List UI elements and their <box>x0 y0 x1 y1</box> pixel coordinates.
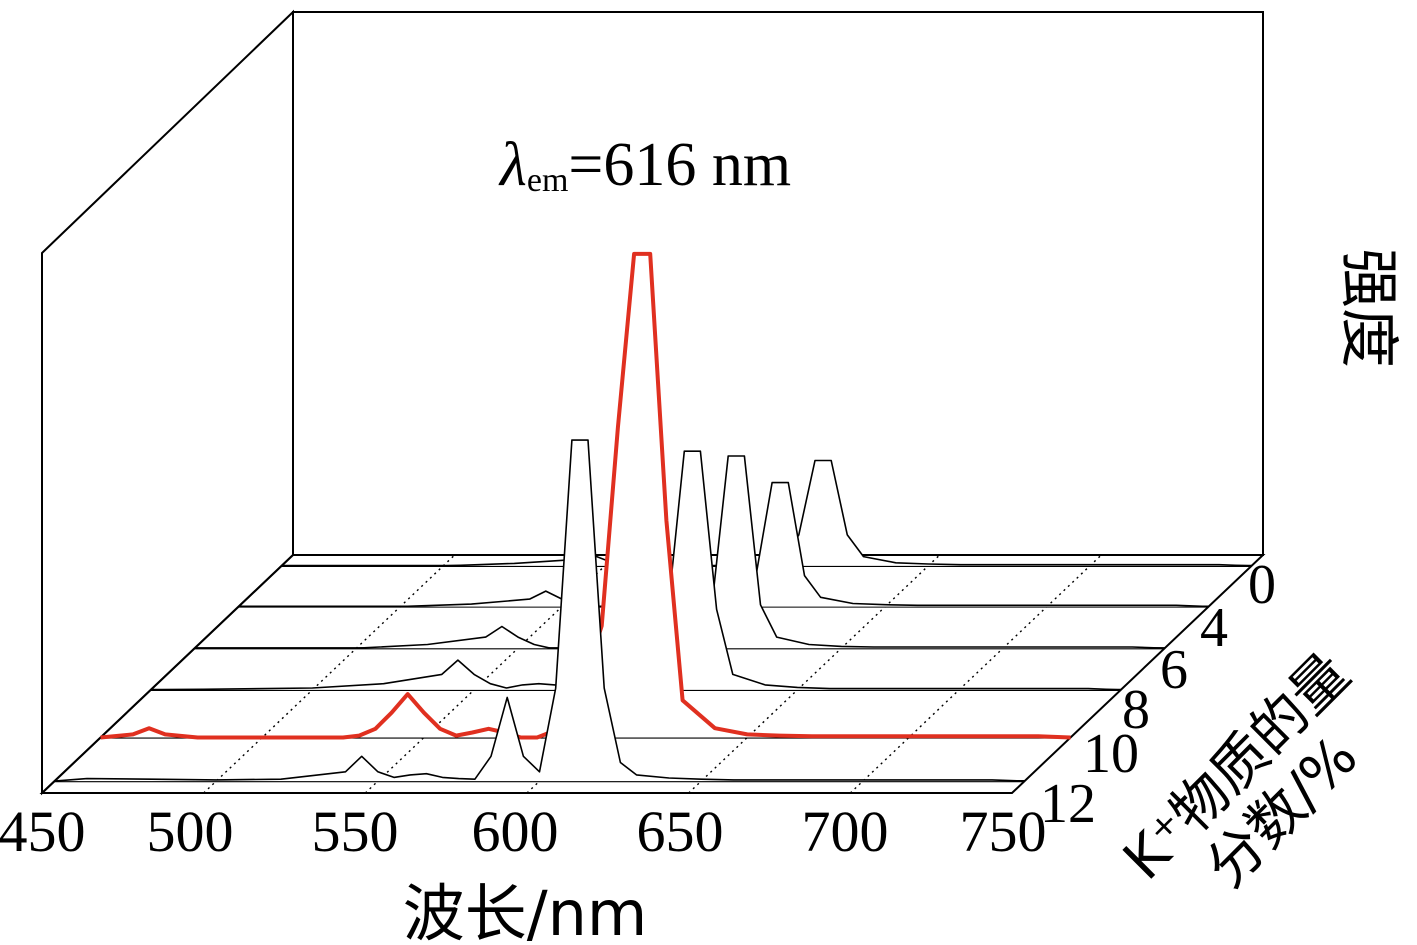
spectra-traces <box>54 251 1252 783</box>
grid-line-700 <box>849 554 1102 794</box>
x-axis-label: 波长/nm <box>403 877 648 945</box>
z-tick-6: 6 <box>1160 639 1188 701</box>
z-tick-0: 0 <box>1248 554 1276 616</box>
annotation-lambda: λ <box>498 131 527 199</box>
svg-text:λem=616 nm: λem=616 nm <box>498 131 791 199</box>
grid-line-500 <box>203 554 456 794</box>
series-12 <box>54 439 1025 783</box>
x-tick-650: 650 <box>637 799 724 864</box>
z-tick-12: 12 <box>1040 773 1096 835</box>
x-tick-700: 700 <box>802 799 889 864</box>
trace-12 <box>54 439 1025 782</box>
annotation: λem=616 nm <box>498 131 791 199</box>
side-wall <box>41 9 294 796</box>
x-tick-750: 750 <box>960 799 1047 864</box>
z-tick-10: 10 <box>1083 723 1139 785</box>
z-tick-8: 8 <box>1122 679 1150 741</box>
back-wall <box>292 11 1264 556</box>
z-tick-4: 4 <box>1200 597 1228 659</box>
annotation-subscript: em <box>527 162 569 199</box>
x-tick-500: 500 <box>147 799 234 864</box>
z-axis-label: K⁺物质的量 分数/% <box>1111 641 1370 900</box>
y-axis-label: 强度 <box>1333 248 1403 368</box>
x-tick-550: 550 <box>312 799 399 864</box>
grid-line-650 <box>688 554 941 794</box>
x-tick-450: 450 <box>0 799 86 864</box>
x-tick-600: 600 <box>472 799 559 864</box>
annotation-text: =616 nm <box>568 131 791 199</box>
